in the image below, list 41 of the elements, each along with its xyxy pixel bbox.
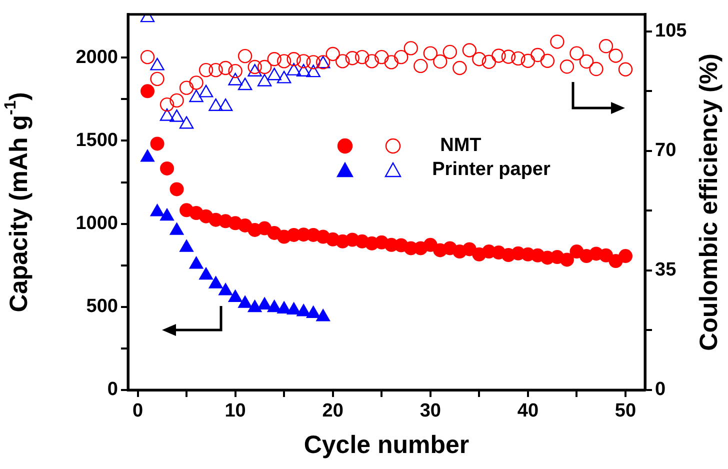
- point: [208, 276, 223, 288]
- y-tick-label: 2000: [76, 46, 118, 68]
- y-tick-label: 0: [107, 379, 118, 400]
- point: [180, 240, 194, 252]
- point: [277, 301, 292, 314]
- point: [218, 282, 233, 296]
- x-tick-label: 50: [614, 400, 636, 422]
- x-axis-title: Cycle number: [304, 430, 470, 459]
- point: [296, 304, 311, 316]
- point: [306, 306, 320, 318]
- point: [189, 256, 204, 269]
- y2-axis-title: Coulombic efficiency (%): [694, 54, 723, 351]
- x-tick-label: 40: [517, 400, 539, 422]
- point: [238, 296, 252, 308]
- point: [150, 136, 164, 151]
- y-tick-label: 1000: [76, 213, 118, 234]
- point: [598, 248, 613, 262]
- point: [228, 290, 242, 302]
- point: [286, 302, 301, 314]
- x-tick-label: 0: [132, 400, 144, 422]
- legend-label: Printer paper: [432, 158, 550, 181]
- point: [618, 249, 632, 264]
- x-tick-label: 30: [420, 400, 441, 422]
- x-tick-label: 10: [224, 400, 246, 422]
- point: [199, 267, 214, 280]
- y-tick-label: 1500: [76, 130, 118, 151]
- point: [160, 161, 174, 176]
- point: [316, 309, 330, 322]
- point: [170, 182, 184, 196]
- point: [248, 300, 262, 312]
- point: [258, 297, 272, 310]
- y2-tick-label: 70: [655, 140, 676, 162]
- legend-label: NMT: [440, 134, 482, 157]
- y2-tick-label: 0: [655, 379, 666, 400]
- y2-tick-label: 35: [655, 260, 677, 281]
- x-tick-label: 20: [322, 400, 344, 422]
- point: [560, 252, 574, 267]
- point: [267, 300, 282, 312]
- y2-tick-label: 105: [655, 20, 688, 42]
- y-tick-label: 500: [86, 296, 118, 318]
- y-axis-title: Capacity (mAh g-1): [2, 92, 33, 312]
